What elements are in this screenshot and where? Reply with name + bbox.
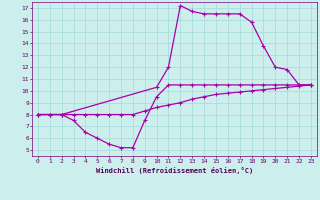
X-axis label: Windchill (Refroidissement éolien,°C): Windchill (Refroidissement éolien,°C) <box>96 167 253 174</box>
